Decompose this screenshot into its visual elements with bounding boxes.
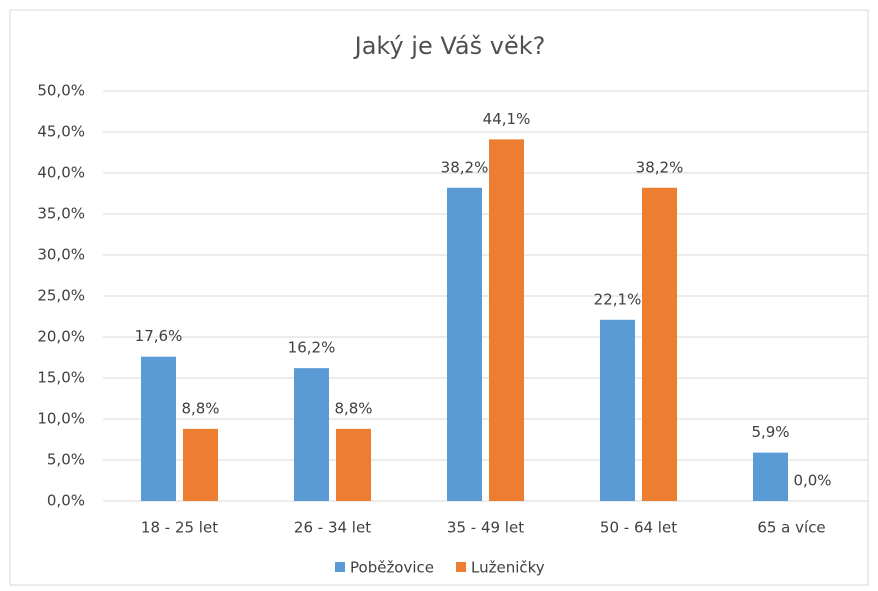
data-label: 16,2% <box>288 339 336 357</box>
bar <box>183 428 218 501</box>
x-tick-label: 26 - 34 let <box>294 519 371 537</box>
y-tick-label: 0,0% <box>47 492 85 510</box>
bar <box>336 428 371 501</box>
y-tick-label: 30,0% <box>37 246 85 264</box>
data-label: 17,6% <box>135 327 183 345</box>
data-label: 38,2% <box>636 158 684 176</box>
data-label: 0,0% <box>793 472 831 490</box>
y-tick-label: 5,0% <box>47 451 85 469</box>
data-label: 22,1% <box>594 290 642 308</box>
x-tick-label: 18 - 25 let <box>141 519 218 537</box>
data-label: 38,2% <box>441 158 489 176</box>
legend-label: Poběžovice <box>350 559 434 577</box>
x-tick-label: 35 - 49 let <box>447 519 524 537</box>
chart-frame <box>9 9 869 586</box>
data-label: 5,9% <box>751 423 789 441</box>
chart-title: Jaký je Váš věk? <box>353 32 546 60</box>
bar <box>489 139 524 501</box>
y-tick-label: 50,0% <box>37 82 85 100</box>
y-tick-label: 15,0% <box>37 369 85 387</box>
data-label: 8,8% <box>181 399 219 417</box>
legend-label: Luženičky <box>471 559 545 577</box>
data-label: 8,8% <box>334 399 372 417</box>
bar <box>447 187 482 501</box>
legend-swatch <box>456 562 467 572</box>
y-tick-label: 25,0% <box>37 287 85 305</box>
legend-swatch <box>335 562 345 572</box>
y-tick-label: 45,0% <box>37 123 85 141</box>
bar <box>294 368 329 501</box>
bar <box>642 187 677 501</box>
y-tick-label: 10,0% <box>37 410 85 428</box>
y-tick-label: 40,0% <box>37 164 85 182</box>
data-label: 44,1% <box>483 110 531 128</box>
bar <box>753 452 788 501</box>
x-tick-label: 50 - 64 let <box>600 519 677 537</box>
y-tick-label: 35,0% <box>37 205 85 223</box>
bar <box>141 356 176 501</box>
bar <box>600 319 635 501</box>
y-tick-label: 20,0% <box>37 328 85 346</box>
x-tick-label: 65 a více <box>757 519 825 537</box>
